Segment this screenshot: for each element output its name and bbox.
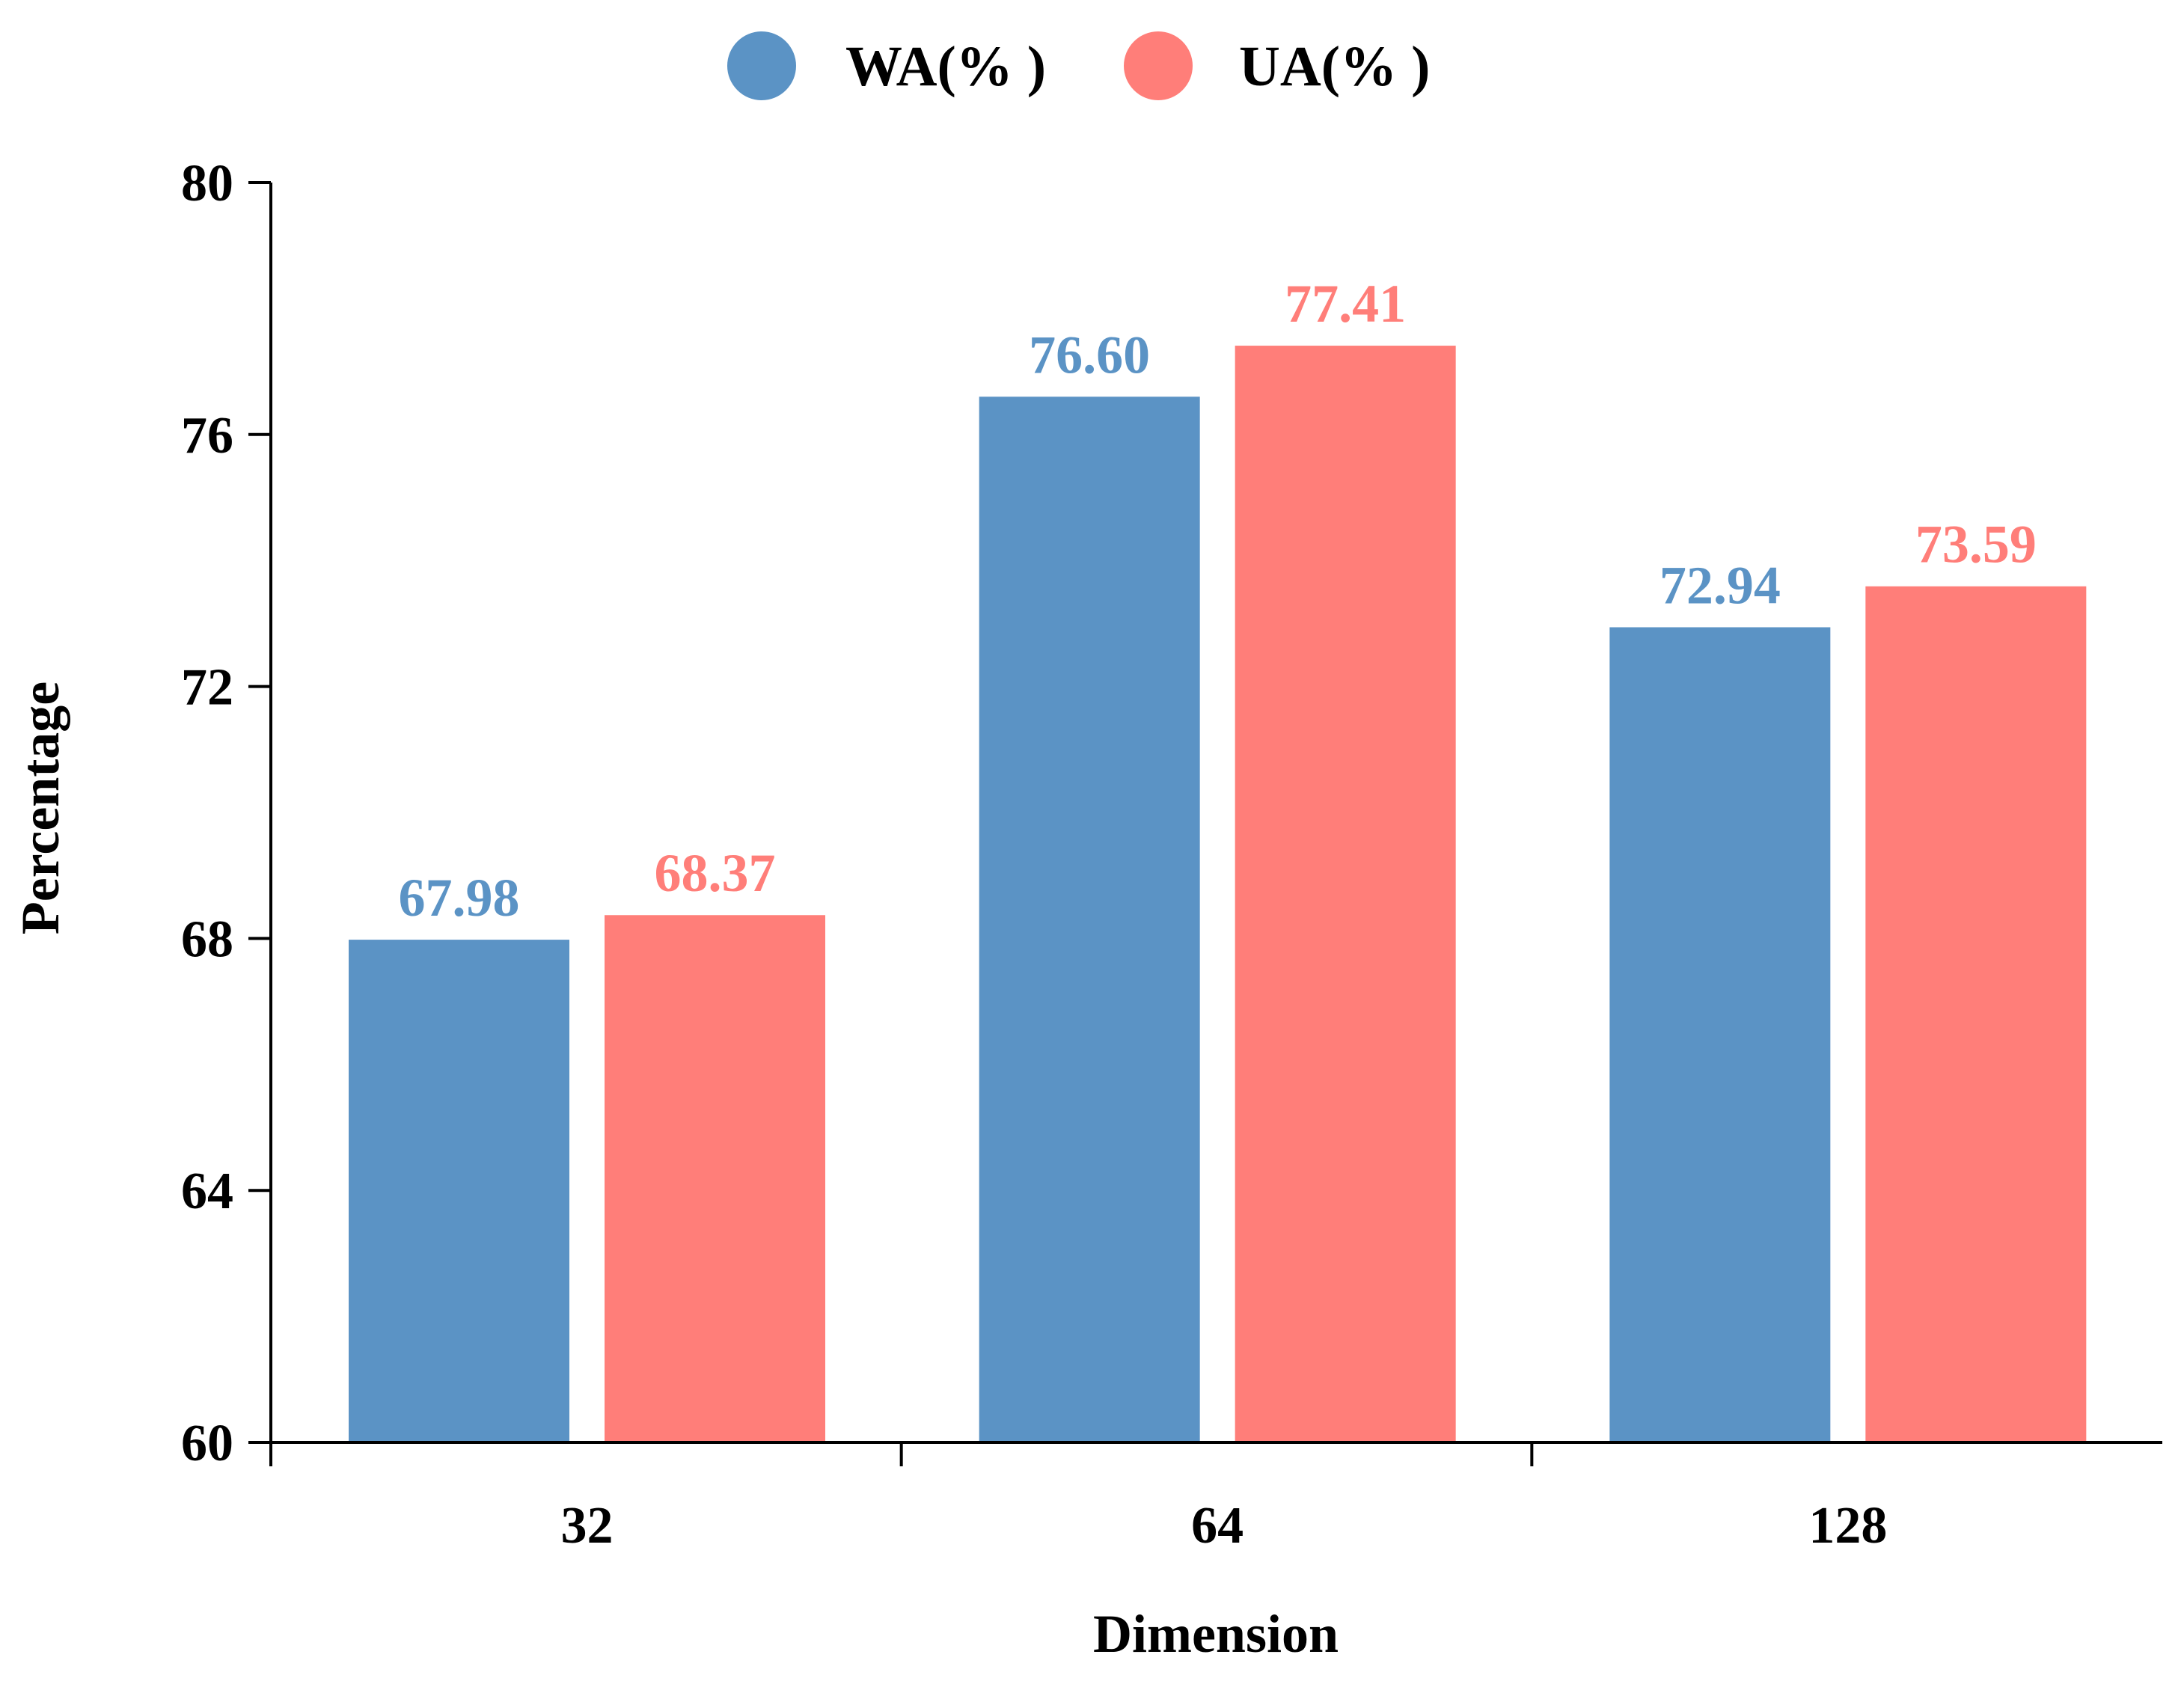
y-tick-label: 68 bbox=[181, 910, 233, 968]
x-axis-title: Dimension bbox=[1093, 1604, 1339, 1664]
bar-wa-64 bbox=[979, 397, 1200, 1442]
legend-label-ua: UA(% ) bbox=[1239, 35, 1430, 98]
x-tick-label-128: 128 bbox=[1808, 1497, 1887, 1555]
data-label-wa-64: 76.60 bbox=[1029, 325, 1150, 385]
y-axis-title: Percentage bbox=[10, 682, 70, 934]
legend: WA(% ) UA(% ) bbox=[727, 31, 1430, 100]
bars bbox=[349, 346, 2087, 1443]
legend-label-wa: WA(% ) bbox=[845, 35, 1046, 98]
legend-marker-ua bbox=[1124, 31, 1193, 100]
y-tick-label: 76 bbox=[181, 407, 233, 465]
data-label-wa-128: 72.94 bbox=[1660, 555, 1781, 615]
x-tick-label-64: 64 bbox=[1191, 1497, 1244, 1555]
y-tick-label: 64 bbox=[181, 1163, 233, 1220]
legend-marker-wa bbox=[727, 31, 796, 100]
data-label-ua-128: 73.59 bbox=[1915, 515, 2037, 575]
bar-ua-64 bbox=[1235, 346, 1456, 1442]
y-tick-label: 72 bbox=[181, 659, 233, 717]
bar-ua-128 bbox=[1865, 586, 2087, 1443]
x-tick-label-32: 32 bbox=[561, 1497, 614, 1555]
data-label-ua-64: 77.41 bbox=[1285, 274, 1406, 334]
y-axis: 60 64 68 72 76 80 bbox=[181, 155, 272, 1472]
data-labels: 67.98 76.60 72.94 68.37 77.41 73.59 bbox=[399, 274, 2037, 928]
bar-wa-128 bbox=[1609, 627, 1831, 1442]
x-axis: 32 64 128 bbox=[269, 1441, 2162, 1555]
data-label-wa-32: 67.98 bbox=[399, 868, 520, 928]
y-tick-label: 60 bbox=[181, 1415, 233, 1472]
data-label-ua-32: 68.37 bbox=[655, 843, 776, 903]
bar-wa-32 bbox=[349, 940, 569, 1442]
bar-ua-32 bbox=[605, 915, 825, 1442]
y-tick-label: 80 bbox=[181, 155, 233, 212]
